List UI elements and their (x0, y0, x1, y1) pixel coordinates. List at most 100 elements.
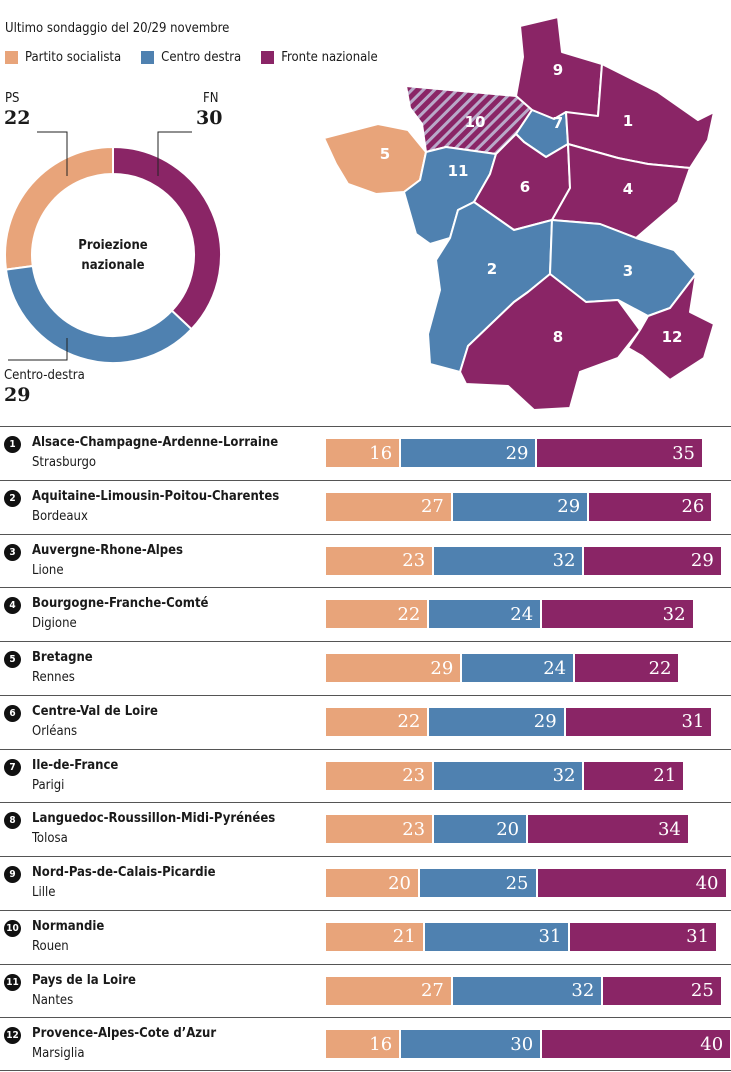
region-name: Ile-de-France (32, 757, 119, 773)
stacked-bar: 27 29 26 (326, 492, 712, 521)
stacked-bar: 22 29 31 (326, 707, 712, 736)
region-number-badge: 3 (4, 543, 21, 561)
table-row: 11 Pays de la Loire Nantes 27 32 25 (0, 963, 731, 1018)
region-number-badge: 11 (4, 973, 21, 991)
donut-fn-label: FN (203, 91, 219, 106)
legend-label-cd: Centro destra (161, 50, 242, 65)
map-region-5 (323, 123, 427, 195)
region-number-badge: 12 (4, 1027, 21, 1045)
stacked-bar: 16 30 40 (326, 1030, 731, 1059)
region-number-badge: 5 (4, 651, 21, 668)
region-name: Normandie (32, 918, 105, 934)
map-label-7: 7 (553, 114, 563, 132)
donut-fn-value: 30 (196, 107, 223, 129)
region-city: Marsiglia (32, 1046, 85, 1062)
legend-item-ps: Partito socialista (5, 50, 121, 65)
table-row: 7 Ile-de-France Parigi 23 32 21 (0, 748, 731, 803)
legend-label-fn: Fronte nazionale (281, 50, 378, 65)
region-city: Nantes (32, 992, 74, 1008)
region-city: Lille (32, 885, 56, 900)
bar-segment-fn: 40 (537, 869, 726, 897)
map-label-12: 12 (662, 328, 683, 346)
map-label-4: 4 (623, 180, 633, 198)
bar-segment-ps: 23 (326, 815, 435, 844)
bar-segment-fn: 31 (570, 922, 717, 951)
region-name: Nord-Pas-de-Calais-Picardie (32, 865, 216, 880)
region-city: Rennes (32, 670, 75, 685)
bar-segment-fn: 22 (575, 654, 679, 682)
region-city: Lione (32, 562, 64, 578)
map-label-9: 9 (553, 61, 563, 79)
bar-segment-fn: 34 (528, 815, 688, 844)
bar-segment-ps: 27 (326, 976, 453, 1005)
bar-segment-cd: 24 (462, 654, 576, 682)
donut-fn-leader (157, 131, 192, 176)
bar-segment-cd: 29 (429, 707, 566, 736)
region-city: Digione (32, 616, 77, 632)
region-city: Parigi (32, 777, 65, 793)
region-city: Orléans (32, 723, 78, 739)
donut-center-line-2: nazionale (81, 258, 145, 273)
regions-map: 1 2 3 4 5 6 7 8 9 10 11 12 (318, 12, 731, 412)
legend-item-cd: Centro destra (141, 50, 241, 65)
region-name: Alsace-Champagne-Ardenne-Lorraine (32, 435, 279, 450)
bar-segment-ps: 20 (326, 869, 420, 897)
bar-segment-fn: 40 (542, 1030, 731, 1059)
bar-segment-ps: 16 (326, 439, 402, 467)
bar-segment-ps: 27 (326, 492, 453, 521)
legend: Partito socialista Centro destra Fronte … (5, 50, 378, 65)
region-name: Provence-Alpes-Cote d’Azur (32, 1026, 217, 1042)
region-name: Bretagne (32, 650, 93, 665)
stacked-bar: 23 20 34 (326, 815, 688, 844)
regional-bar-chart: 1 Alsace-Champagne-Ardenne-Lorraine Strasb… (0, 426, 731, 1071)
bar-segment-ps: 21 (326, 922, 425, 951)
donut-slice-cd (4, 264, 193, 364)
bar-segment-cd: 29 (401, 439, 538, 467)
region-number-badge: 6 (4, 704, 21, 722)
chart-subtitle: Ultimo sondaggio del 20/29 novembre (5, 21, 230, 36)
bar-segment-ps: 16 (326, 1030, 402, 1059)
map-label-2: 2 (487, 260, 497, 278)
map-region-4 (551, 143, 691, 239)
bar-segment-ps: 23 (326, 761, 435, 790)
map-region-8 (459, 273, 641, 411)
bar-segment-fn: 29 (584, 546, 721, 575)
donut-center-label: Proiezione nazionale (58, 236, 168, 276)
table-row: 2 Aquitaine-Limousin-Poitou-Charentes Bord… (0, 479, 731, 534)
region-name: Pays de la Loire (32, 972, 136, 988)
stacked-bar: 22 24 32 (326, 600, 693, 629)
region-city: Rouen (32, 938, 69, 954)
map-label-8: 8 (553, 328, 563, 346)
table-row: 10 Normandie Rouen 21 31 31 (0, 909, 731, 964)
stacked-bar: 27 32 25 (326, 976, 721, 1005)
bar-segment-cd: 32 (434, 761, 585, 790)
region-name: Languedoc-Roussillon-Midi-Pyrénées (32, 811, 276, 827)
region-number-badge: 8 (4, 812, 21, 830)
region-number-badge: 10 (4, 919, 21, 937)
region-name: Centre-Val de Loire (32, 703, 158, 719)
legend-label-ps: Partito socialista (25, 50, 122, 65)
bar-segment-cd: 30 (401, 1030, 543, 1059)
donut-center-line-1: Proiezione (78, 238, 148, 253)
bar-segment-cd: 31 (424, 922, 571, 951)
donut-cd-value: 29 (4, 384, 31, 406)
map-region-12 (627, 273, 715, 381)
table-row: 5 Bretagne Rennes 29 24 22 (0, 641, 731, 695)
map-label-6: 6 (520, 178, 530, 196)
region-city: Bordeaux (32, 508, 88, 524)
bar-segment-ps: 23 (326, 546, 435, 575)
table-row: 9 Nord-Pas-de-Calais-Picardie Lille 20 25 40 (0, 856, 731, 910)
region-number-badge: 4 (4, 597, 21, 615)
stacked-bar: 16 29 35 (326, 439, 702, 467)
region-name: Auvergne-Rhone-Alpes (32, 542, 184, 558)
region-number-badge: 9 (4, 866, 21, 883)
legend-swatch-fn (261, 51, 275, 64)
stacked-bar: 23 32 29 (326, 546, 721, 575)
table-row: 4 Bourgogne-Franche-Comté Digione 22 24 32 (0, 587, 731, 641)
region-city: Tolosa (32, 831, 68, 847)
region-city: Strasburgo (32, 455, 97, 470)
stacked-bar: 29 24 22 (326, 654, 679, 682)
stacked-bar: 21 31 31 (326, 922, 717, 951)
bar-segment-cd: 32 (452, 976, 604, 1005)
